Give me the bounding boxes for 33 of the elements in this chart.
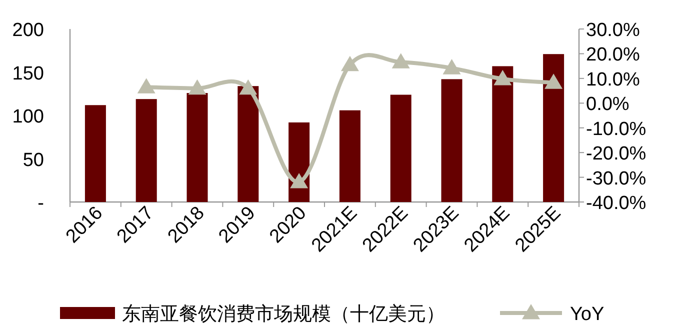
point xyxy=(494,70,512,86)
bar xyxy=(390,94,412,202)
bar xyxy=(238,86,259,202)
bar xyxy=(441,79,462,202)
bar xyxy=(186,93,208,202)
point xyxy=(137,78,156,94)
bar xyxy=(84,105,106,202)
point xyxy=(188,79,206,95)
bar xyxy=(136,99,157,202)
y-tick-label: 50 xyxy=(22,150,44,171)
bar xyxy=(492,66,514,202)
y2-tick-label: -20.0% xyxy=(586,144,646,165)
y2-tick-label: -10.0% xyxy=(586,118,646,140)
point xyxy=(442,59,461,74)
bar xyxy=(339,110,360,202)
y-tick-label: 100 xyxy=(12,106,44,128)
y2-tick-label: 20.0% xyxy=(586,44,640,66)
y-tick-label: - xyxy=(38,193,44,214)
y2-tick-label: -40.0% xyxy=(586,193,646,214)
point xyxy=(290,172,308,188)
legend-label: YoY xyxy=(570,304,604,325)
point xyxy=(392,53,410,68)
y2-tick-label: 0.0% xyxy=(586,94,630,116)
legend-label: 东南亚餐饮消费市场规模（十亿美元） xyxy=(122,303,445,325)
y2-tick-label: 10.0% xyxy=(586,69,640,90)
bar xyxy=(543,54,564,202)
y2-tick-label: 30.0% xyxy=(586,20,640,41)
point xyxy=(239,79,258,95)
point xyxy=(544,74,563,89)
y-tick-label: 200 xyxy=(12,20,44,41)
y2-tick-label: -30.0% xyxy=(586,168,646,190)
point xyxy=(340,56,359,72)
y-tick-label: 150 xyxy=(12,63,44,84)
